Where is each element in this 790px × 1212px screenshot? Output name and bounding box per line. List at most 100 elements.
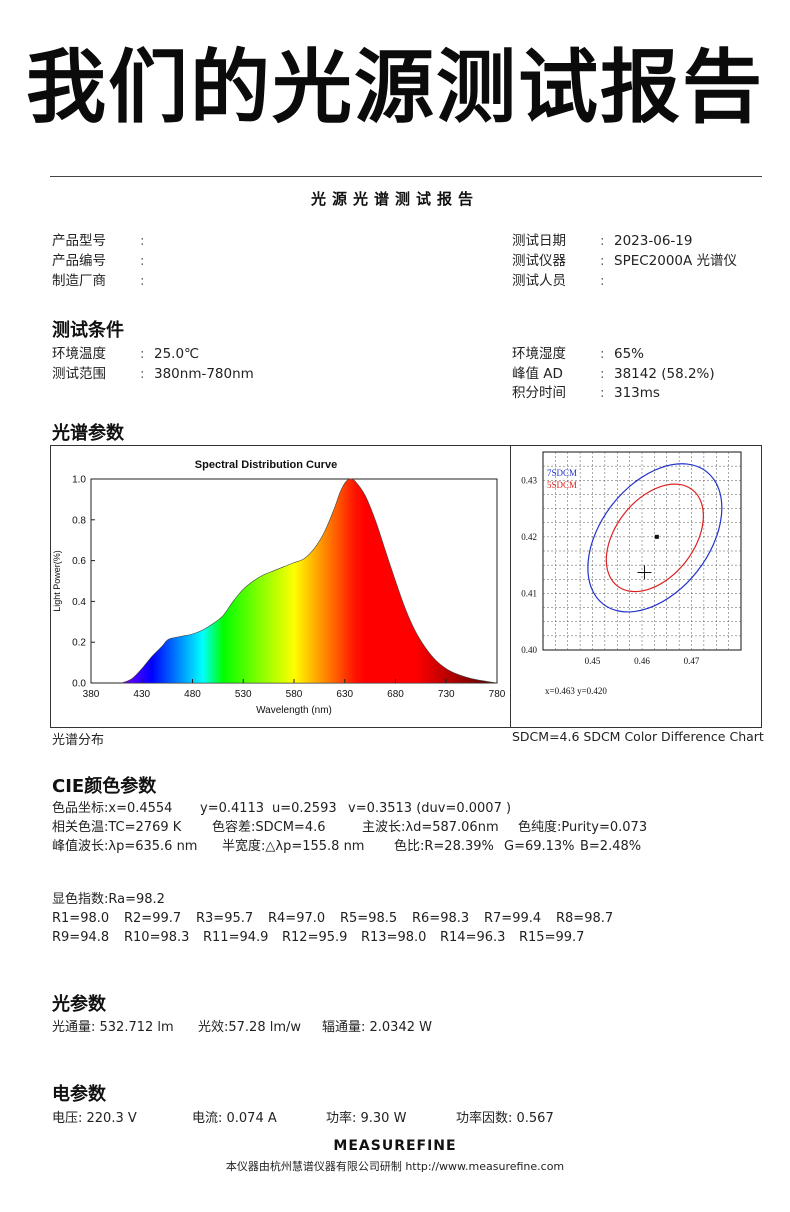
y-tick-label: 0.8 bbox=[72, 515, 86, 526]
luminous-efficacy: 光效:57.28 lm/w bbox=[198, 1020, 302, 1035]
x-tick-label: 430 bbox=[133, 689, 150, 700]
info-label: 测试仪器 bbox=[512, 253, 566, 269]
footer-note: 本仪器由杭州慧谱仪器有限公司研制 http://www.measurefine.… bbox=[225, 1160, 565, 1173]
cie-value: 色纯度:Purity=0.073 bbox=[518, 820, 648, 835]
current: 电流: 0.074 A bbox=[192, 1111, 277, 1126]
x-tick-label: 0.47 bbox=[684, 656, 700, 666]
cie-value: G=69.13% bbox=[504, 839, 575, 854]
info-separator: : bbox=[600, 253, 605, 269]
info-tester: 测试人员: bbox=[512, 271, 614, 291]
cri-value: R13=98.0 bbox=[361, 930, 427, 945]
section-light-params: 光参数 bbox=[52, 994, 106, 1015]
cri-value: R9=94.8 bbox=[52, 930, 110, 945]
title-divider bbox=[50, 176, 762, 177]
radiant-flux: 辐通量: 2.0342 W bbox=[322, 1020, 432, 1035]
power: 功率: 9.30 W bbox=[326, 1111, 407, 1126]
info-label: 产品型号 bbox=[52, 233, 106, 249]
section-test-conditions: 测试条件 bbox=[52, 320, 124, 341]
cri-value: R11=94.9 bbox=[203, 930, 269, 945]
info-model: 产品型号: bbox=[52, 231, 154, 251]
cie-row-peak: 峰值波长:λp=635.6 nm 半宽度:△λp=155.8 nm 色比:R=28.… bbox=[52, 837, 641, 856]
info-test-date: 测试日期:2023-06-19 bbox=[512, 231, 692, 251]
cond-integration-time: 积分时间:313ms bbox=[512, 383, 660, 403]
cond-temperature: 环境温度:25.0℃ bbox=[52, 344, 199, 364]
cie-value: B=2.48% bbox=[580, 839, 642, 854]
cie-value: u=0.2593 bbox=[272, 801, 337, 816]
cie-value: y=0.4113 bbox=[200, 801, 265, 816]
info-label: 产品编号 bbox=[52, 253, 106, 269]
info-label: 测试人员 bbox=[512, 273, 566, 289]
cond-range: 测试范围:380nm-780nm bbox=[52, 364, 254, 384]
cie-value: 主波长:λd=587.06nm bbox=[362, 820, 499, 835]
y-axis-label: Light Power(%) bbox=[52, 550, 62, 612]
info-manufacturer: 制造厂商: bbox=[52, 271, 154, 291]
info-separator: : bbox=[140, 253, 145, 269]
y-tick-label: 0.6 bbox=[72, 556, 86, 567]
cond-separator: : bbox=[600, 346, 605, 362]
cri-row-1: R1=98.0 R2=99.7 R3=95.7 R4=97.0 R5=98.5 R6=98… bbox=[52, 909, 613, 928]
y-tick-label: 0.43 bbox=[521, 475, 537, 485]
x-tick-label: 480 bbox=[184, 689, 201, 700]
electric-params-row: 电压: 220.3 V 电流: 0.074 A 功率: 9.30 W 功率因数: 0.… bbox=[52, 1109, 554, 1128]
measured-point bbox=[654, 534, 659, 539]
y-tick-label: 0.40 bbox=[521, 645, 537, 655]
x-tick-label: 0.45 bbox=[585, 656, 601, 666]
info-label: 制造厂商 bbox=[52, 273, 106, 289]
cond-peak-ad: 峰值 AD:38142 (58.2%) bbox=[512, 364, 715, 384]
info-value: SPEC2000A 光谱仪 bbox=[614, 253, 738, 269]
ellipse-7sdcm bbox=[587, 463, 723, 613]
cie-value: 相关色温:TC=2769 K bbox=[52, 820, 182, 835]
info-separator: : bbox=[140, 233, 145, 249]
cond-label: 峰值 AD bbox=[512, 366, 563, 382]
cie-value: v=0.3513 (duv=0.0007 ) bbox=[348, 801, 512, 816]
cond-label: 环境温度 bbox=[52, 346, 106, 362]
cri-value: R14=96.3 bbox=[440, 930, 506, 945]
luminous-flux: 光通量: 532.712 lm bbox=[52, 1020, 174, 1035]
spectral-distribution-chart: Spectral Distribution Curve 380 430 480 530… bbox=[52, 459, 506, 716]
cri-value: R6=98.3 bbox=[412, 911, 470, 926]
cri-value: R15=99.7 bbox=[519, 930, 585, 945]
x-tick-label: 680 bbox=[387, 689, 404, 700]
y-tick-label: 0.2 bbox=[72, 638, 86, 649]
cond-value: 313ms bbox=[614, 385, 660, 401]
cond-label: 环境湿度 bbox=[512, 346, 566, 362]
info-value: 2023-06-19 bbox=[614, 233, 693, 249]
sdcm-color-difference-chart: 0.45 0.46 0.470.400.410.420.43 7SDCM5SDCM … bbox=[521, 451, 742, 696]
x-tick-label: 0.46 bbox=[634, 656, 650, 666]
cond-separator: : bbox=[600, 366, 605, 382]
cri-value: R8=98.7 bbox=[556, 911, 614, 926]
cri-value: R5=98.5 bbox=[340, 911, 398, 926]
y-tick-label: 1.0 bbox=[72, 475, 86, 486]
chart-frame bbox=[50, 445, 762, 728]
y-tick-label: 0.4 bbox=[72, 597, 86, 608]
caption-spectrum: 光谱分布 bbox=[52, 733, 105, 748]
power-factor: 功率因数: 0.567 bbox=[456, 1111, 554, 1126]
cie-row-cct: 相关色温:TC=2769 K 色容差:SDCM=4.6 主波长:λd=587.06n… bbox=[52, 818, 647, 837]
chart-title: Spectral Distribution Curve bbox=[195, 459, 337, 471]
cri-value: R3=95.7 bbox=[196, 911, 254, 926]
cie-value: 色比:R=28.39% bbox=[394, 839, 494, 854]
legend-5sdcm: 5SDCM bbox=[547, 480, 577, 490]
caption-sdcm: SDCM=4.6 SDCM Color Difference Chart bbox=[512, 729, 764, 744]
coordinate-readout: x=0.463 y=0.420 bbox=[545, 686, 607, 696]
x-tick-label: 530 bbox=[235, 689, 252, 700]
cond-value: 65% bbox=[614, 346, 645, 362]
cri-value: R10=98.3 bbox=[124, 930, 190, 945]
section-cie: CIE颜色参数 bbox=[52, 776, 157, 797]
cri-value: R4=97.0 bbox=[268, 911, 326, 926]
cond-label: 积分时间 bbox=[512, 385, 566, 401]
cri-value: R2=99.7 bbox=[124, 911, 182, 926]
info-separator: : bbox=[140, 273, 145, 289]
section-electric-params: 电参数 bbox=[52, 1084, 106, 1105]
cond-separator: : bbox=[140, 366, 145, 382]
cond-value: 380nm-780nm bbox=[154, 366, 254, 382]
cond-separator: : bbox=[600, 385, 605, 401]
info-instrument: 测试仪器: SPEC2000A 光谱仪 bbox=[512, 251, 737, 271]
chart-divider bbox=[510, 445, 511, 728]
y-tick-label: 0.0 bbox=[72, 679, 86, 690]
cie-row-chromaticity: 色品坐标:x=0.4554 y=0.4113 u=0.2593 v=0.3513 (d… bbox=[52, 799, 511, 818]
section-spectrum: 光谱参数 bbox=[52, 423, 124, 444]
info-separator: : bbox=[600, 273, 605, 289]
y-tick-label: 0.41 bbox=[521, 588, 537, 598]
cri-row-2: R9=94.8 R10=98.3 R11=94.9 R12=95.9 R13=98.0 R… bbox=[52, 928, 584, 947]
